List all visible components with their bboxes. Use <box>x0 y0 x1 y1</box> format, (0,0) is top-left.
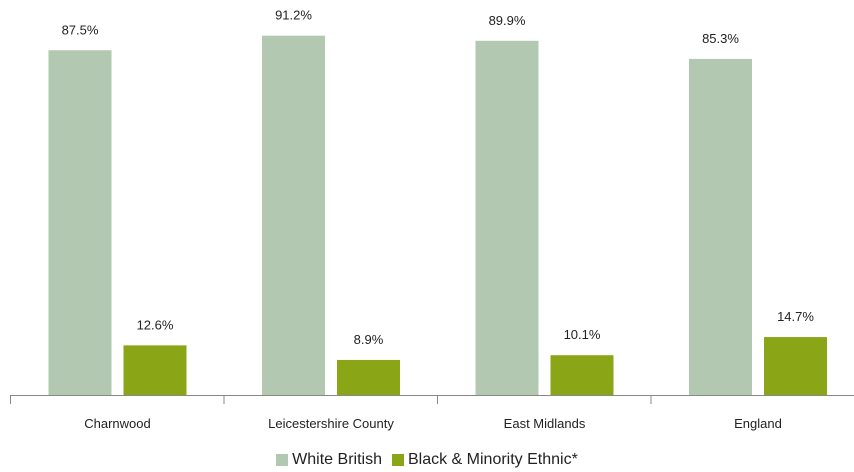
x-axis: Charnwood Leicestershire County East Midla… <box>10 395 854 431</box>
data-label-black-minority-ethnic-east-midlands: 10.1% <box>564 327 601 342</box>
bar-white-british-east-midlands <box>475 40 539 395</box>
legend-label-bme: Black & Minority Ethnic* <box>407 451 578 468</box>
legend-swatch-bme <box>391 454 404 466</box>
legend-item-bme: Black & Minority Ethnic* <box>391 451 578 469</box>
bar-black-minority-ethnic-east-midlands <box>550 355 614 395</box>
bar-black-minority-ethnic-charnwood <box>123 345 187 395</box>
x-tick-label-england: England <box>734 416 782 431</box>
bar-white-british-charnwood <box>48 50 112 395</box>
data-label-black-minority-ethnic-leicestershire-county: 8.9% <box>354 332 384 347</box>
legend-swatch-white-british <box>276 454 289 466</box>
bar-white-british-england <box>689 58 752 395</box>
bar-black-minority-ethnic-england <box>764 337 827 395</box>
x-tick-label-charnwood: Charnwood <box>84 416 151 431</box>
x-tick-label-leicestershire-county: Leicestershire County <box>268 416 394 431</box>
bar-chart: 87.5%91.2% 89.9%85.3%12.6%8.9% 10.1%14.7% … <box>10 8 854 431</box>
legend-item-white-british: White British <box>276 451 382 469</box>
data-label-white-british-leicestershire-county: 91.2% <box>275 8 312 23</box>
data-label-black-minority-ethnic-charnwood: 12.6% <box>137 317 174 332</box>
data-label-white-british-england: 85.3% <box>702 31 739 46</box>
data-label-white-british-east-midlands: 89.9% <box>489 13 526 28</box>
bars-group <box>48 35 827 396</box>
bar-white-british-leicestershire-county <box>262 35 325 396</box>
data-labels-group: 87.5% 91.2% 89.9% 85.3% 12.6% 8.9% 10.1% 14.7% <box>62 8 815 347</box>
data-label-black-minority-ethnic-england: 14.7% <box>777 309 814 324</box>
legend-label-white-british: White British <box>292 451 382 468</box>
bar-black-minority-ethnic-leicestershire-county <box>337 359 400 395</box>
x-tick-label-east-midlands: East Midlands <box>504 416 586 431</box>
data-label-white-british-charnwood: 87.5% <box>62 22 99 37</box>
legend: White British Black & Minority Ethnic* <box>0 449 854 471</box>
